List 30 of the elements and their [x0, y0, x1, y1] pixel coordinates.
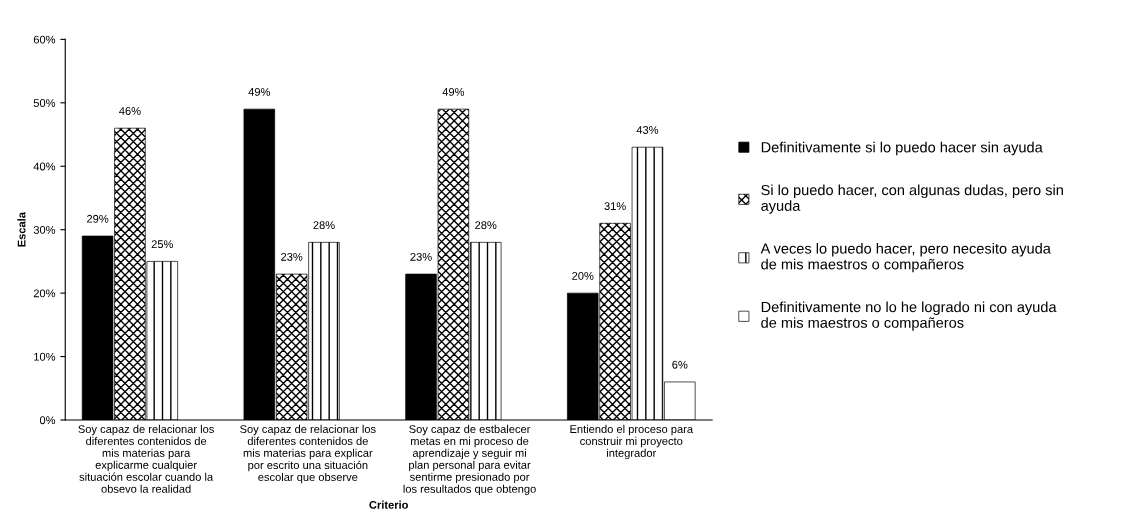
legend-label: Definitivamente si lo puedo hacer sin ayuda — [761, 141, 1043, 156]
data-label: 49% — [442, 87, 465, 96]
data-label: 28% — [313, 221, 335, 230]
data-label: 23% — [410, 252, 432, 261]
y-tick-label: 30% — [33, 225, 56, 234]
x-axis-title: Criterio — [369, 500, 409, 509]
x-tick-label: Soy capaz de estbalecer metas en mi proceso de aprendizaje y seguir mi plan personal para evitar sentirme presionado por los resultados que obtengo — [403, 424, 536, 496]
x-tick-label: Soy capaz de relacionar los diferentes contenidos de mis materias para explicar por escrito una situación escolar que observe — [240, 424, 376, 484]
data-label: 25% — [151, 240, 174, 249]
data-label: 49% — [248, 87, 271, 96]
y-tick-label: 40% — [33, 162, 56, 171]
y-tick-label: 20% — [33, 289, 56, 298]
data-label: 29% — [87, 214, 109, 223]
x-tick-label: Entiendo el proceso para construir mi proyecto integrador — [570, 424, 694, 460]
y-tick-label: 50% — [33, 99, 56, 107]
legend-label: Definitivamente no lo he logrado ni con ayuda de mis maestros o compañeros — [761, 301, 1057, 331]
legend-label: A veces lo puedo hacer, pero necesito ayuda de mis maestros o compañeros — [760, 242, 1051, 273]
data-label: 23% — [281, 252, 303, 261]
y-tick-label: 60% — [33, 35, 56, 44]
data-label: 20% — [572, 271, 594, 280]
data-label: 28% — [475, 221, 497, 230]
data-label: 43% — [636, 126, 659, 134]
y-axis-title: Escala — [17, 212, 26, 247]
data-label: 46% — [119, 107, 141, 115]
data-label: 6% — [672, 360, 688, 369]
y-tick-label: 10% — [34, 352, 56, 361]
legend-label: Si lo puedo hacer, con algunas dudas, pero sin ayuda — [761, 184, 1063, 214]
x-tick-label: Soy capaz de relacionar los diferentes contenidos de mis materias para explicarme cualquier situación escolar cuando la obsevo la realidad — [78, 424, 214, 493]
y-tick-label: 0% — [39, 416, 56, 425]
data-label: 31% — [604, 202, 626, 211]
